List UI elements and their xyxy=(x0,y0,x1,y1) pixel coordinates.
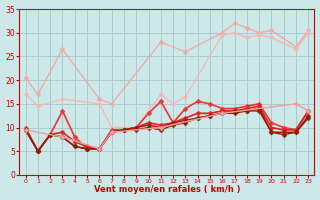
X-axis label: Vent moyen/en rafales ( km/h ): Vent moyen/en rafales ( km/h ) xyxy=(94,185,240,194)
